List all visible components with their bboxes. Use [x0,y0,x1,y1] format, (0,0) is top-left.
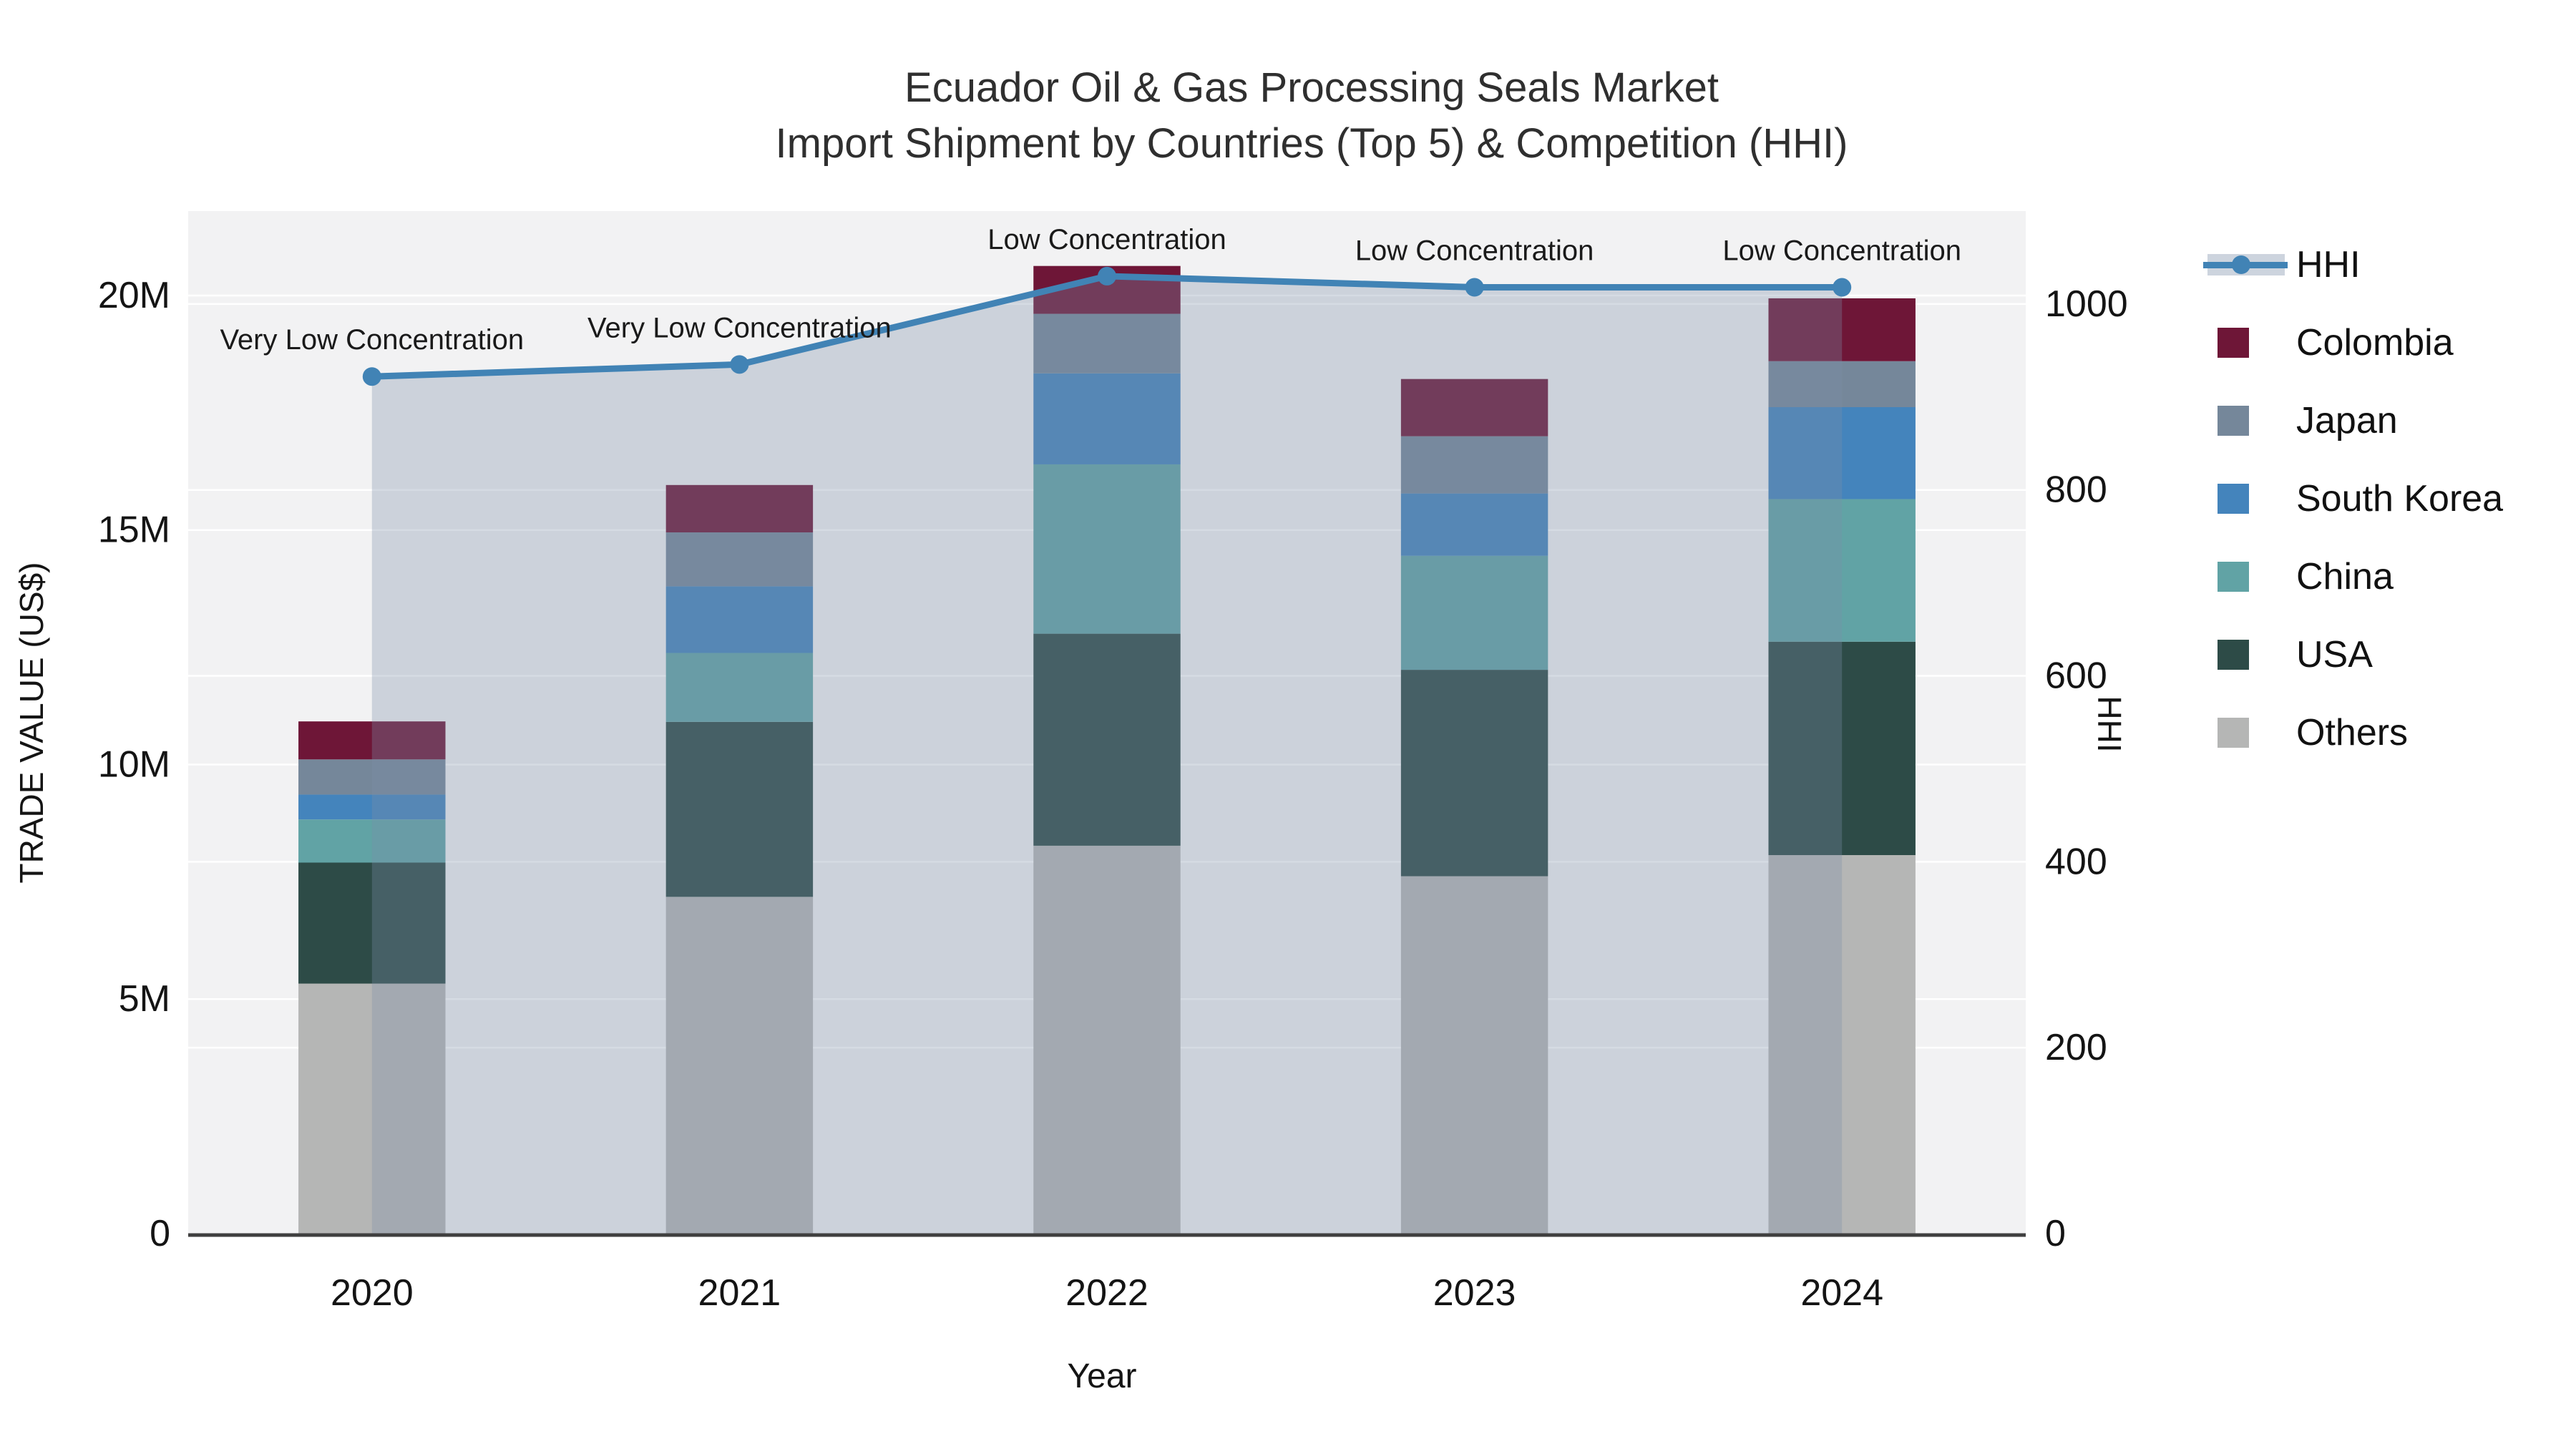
japan-color-box [2218,406,2249,436]
legend-item-china[interactable]: China [2207,555,2503,598]
bar-segment-others-2022[interactable] [1033,845,1181,1234]
annotation-2022: Low Concentration [987,224,1226,255]
bar-segment-south-korea-2024[interactable] [1768,407,1916,499]
y-axis-title-left: TRADE VALUE (US$) [13,562,50,884]
bar-segment-colombia-2024[interactable] [1768,298,1916,361]
legend-label-others: Others [2296,712,2409,753]
others-swatch-icon [2207,717,2288,748]
bar-segment-china-2021[interactable] [665,653,814,722]
x-axis-title: Year [1067,1357,1137,1395]
y-axis-tick-right-200: 200 [2045,1027,2107,1068]
bar-segment-usa-2020[interactable] [298,862,446,984]
bar-segment-south-korea-2022[interactable] [1033,373,1181,464]
y-axis-tick-right-400: 400 [2045,841,2107,882]
chart-title: Ecuador Oil & Gas Processing Seals Marke… [47,60,2576,172]
bar-segment-china-2023[interactable] [1400,555,1548,670]
y-axis-tick-right-0: 0 [2045,1213,2066,1254]
y-axis-tick-left-10M: 10M [98,743,170,785]
usa-swatch-icon [2207,639,2288,670]
colombia-color-box [2218,328,2249,358]
hhi-marker-2023[interactable] [1465,278,1484,297]
china-swatch-icon [2207,561,2288,592]
bar-segment-colombia-2021[interactable] [665,484,814,533]
x-axis-tick-2022: 2022 [1065,1272,1148,1314]
bar-segment-south-korea-2021[interactable] [665,586,814,653]
x-axis-tick-2021: 2021 [698,1272,781,1314]
y-axis-tick-right-1000: 1000 [2045,283,2128,325]
hhi-marker-2021[interactable] [730,355,749,374]
bar-segment-colombia-2023[interactable] [1400,379,1548,436]
legend-item-colombia[interactable]: Colombia [2207,321,2503,364]
annotation-2021: Very Low Concentration [587,312,892,343]
y-axis-tick-left-5M: 5M [119,978,170,1020]
others-color-box [2218,718,2249,748]
hhi-marker-2022[interactable] [1098,266,1116,286]
bar-segment-others-2021[interactable] [665,897,814,1234]
hhi-marker-dot [2232,255,2250,274]
bar-segment-japan-2022[interactable] [1033,313,1181,374]
chart-title-line2: Import Shipment by Countries (Top 5) & C… [775,120,1848,167]
usa-color-box [2218,640,2249,670]
annotation-2020: Very Low Concentration [220,324,524,356]
bar-segment-japan-2020[interactable] [298,759,446,795]
hhi-area-fill [371,275,1843,1234]
bar-segment-japan-2021[interactable] [665,532,814,587]
x-axis-tick-2020: 2020 [331,1272,414,1314]
legend: HHI Colombia Japan South Korea China USA Other… [2203,243,2503,789]
y-axis-tick-right-800: 800 [2045,469,2107,511]
y-axis-tick-left-0: 0 [150,1213,170,1254]
x-axis-tick-2024: 2024 [1800,1272,1883,1314]
south-korea-swatch-icon [2207,483,2288,514]
legend-label-usa: USA [2296,634,2373,675]
bar-segment-usa-2023[interactable] [1400,670,1548,877]
chart-title-line1: Ecuador Oil & Gas Processing Seals Marke… [904,64,1719,111]
y-axis-tick-left-15M: 15M [98,509,170,551]
y-axis-tick-left-20M: 20M [98,275,170,316]
bar-segment-japan-2024[interactable] [1768,361,1916,408]
china-color-box [2218,562,2249,592]
legend-label-hhi: HHI [2296,244,2361,286]
colombia-swatch-icon [2207,327,2288,358]
bar-segment-usa-2021[interactable] [665,721,814,897]
bar-segment-colombia-2020[interactable] [298,721,446,760]
annotation-2023: Low Concentration [1355,235,1594,267]
y-axis-title-right: HHI [2091,696,2128,753]
legend-item-south-korea[interactable]: South Korea [2207,477,2503,520]
bar-segment-others-2023[interactable] [1400,876,1548,1234]
bar-segment-usa-2022[interactable] [1033,633,1181,846]
legend-item-usa[interactable]: USA [2207,633,2503,676]
bar-segment-south-korea-2020[interactable] [298,794,446,820]
bar-segment-usa-2024[interactable] [1768,641,1916,856]
legend-label-colombia: Colombia [2296,322,2454,364]
bar-segment-china-2022[interactable] [1033,464,1181,634]
bar-segment-china-2020[interactable] [298,819,446,863]
hhi-marker-2020[interactable] [362,367,381,386]
bar-segment-china-2024[interactable] [1768,499,1916,642]
annotation-2024: Low Concentration [1722,235,1961,267]
bar-segment-others-2024[interactable] [1768,855,1916,1234]
japan-swatch-icon [2207,405,2288,436]
bar-segment-south-korea-2023[interactable] [1400,493,1548,556]
bar-segment-japan-2023[interactable] [1400,436,1548,494]
south-korea-color-box [2218,484,2249,514]
hhi-marker-2024[interactable] [1833,278,1852,297]
legend-item-others[interactable]: Others [2207,711,2503,754]
legend-item-hhi[interactable]: HHI [2203,243,2503,286]
legend-label-south-korea: South Korea [2296,478,2504,519]
hhi-line-legend-icon [2203,249,2288,280]
y-axis-tick-right-600: 600 [2045,655,2107,697]
bar-segment-others-2020[interactable] [298,983,446,1234]
legend-label-china: China [2296,556,2394,597]
legend-item-japan[interactable]: Japan [2207,399,2503,442]
x-axis-tick-2023: 2023 [1433,1272,1516,1314]
legend-label-japan: Japan [2296,400,2398,441]
